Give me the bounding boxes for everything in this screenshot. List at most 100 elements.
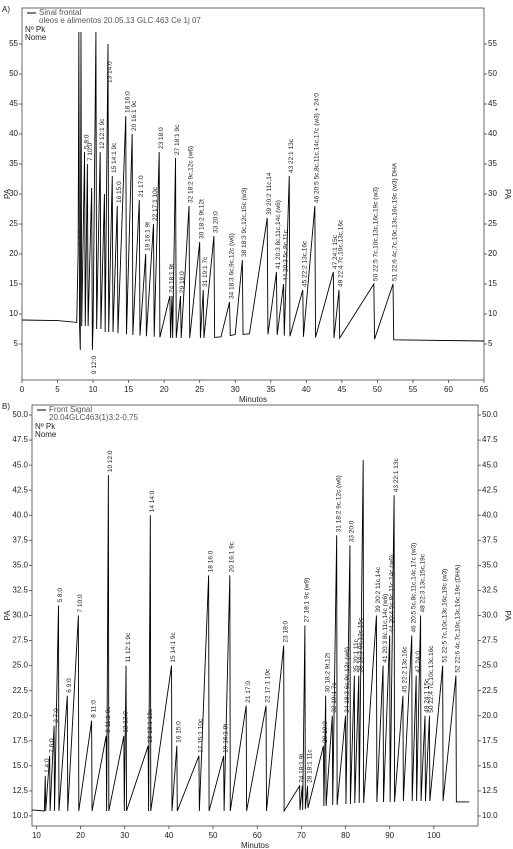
peak-label: 1 4:0	[44, 758, 51, 773]
y-tick-label: 20.0	[12, 711, 28, 720]
peak-label: 48 22:3 13c,15c,19c	[419, 553, 426, 612]
header-line: Nº Pk	[35, 422, 56, 431]
y-axis-label-right: PA	[503, 189, 512, 200]
x-tick-label: 55	[408, 385, 417, 394]
peak-label: 41 20:3 8c,11c,14c (w6)	[275, 200, 282, 269]
y-axis-label-right: PA	[503, 610, 512, 621]
y-tick-label-right: 5	[488, 339, 493, 348]
x-tick-label: 40	[164, 831, 173, 840]
peak-label: 52 22:6 4c,7c,10c,13c,16c,19c (DHA)	[455, 565, 462, 673]
y-tick-label: 37.5	[12, 535, 28, 544]
y-tick-label: 47.5	[12, 435, 28, 444]
peak-label: 7 10:0	[77, 594, 84, 612]
peak-label: 30 18:2 9t,12t	[198, 199, 205, 239]
x-tick-label: 35	[266, 385, 275, 394]
x-tick-label: 90	[385, 831, 394, 840]
header-line: Nº Pk	[25, 25, 46, 34]
peak-label: 22 17:1 10c	[152, 186, 159, 221]
peak-label: 21 17:0	[138, 175, 145, 197]
x-tick-label: 20	[160, 385, 169, 394]
peak-label: 47 24:0	[415, 651, 422, 673]
x-tick-label: 50	[209, 831, 218, 840]
peak-label: 35 20:1 11c	[353, 638, 360, 672]
y-tick-label-right: 45.0	[482, 460, 498, 469]
peak-label: 32 19:1 7c	[331, 682, 338, 713]
peak-label: 27 18:1 9c (w9)	[304, 578, 311, 623]
y-tick-label-right: 45	[488, 99, 497, 108]
peak-label: 14 14:0	[149, 490, 156, 512]
x-tick-label: 45	[337, 385, 346, 394]
y-tick-label: 35	[9, 159, 18, 168]
y-tick-label-right: 50.0	[482, 410, 498, 419]
peak-label: 5 8:0	[57, 588, 64, 603]
y-tick-label: 50.0	[12, 410, 28, 419]
y-axis-label: PA	[3, 188, 12, 199]
peak-label: 34 18:3 6c,9c,12c (w6)	[228, 233, 235, 299]
y-tick-label-right: 40	[488, 129, 497, 138]
subtitle: 20.04GLC463(1)3.2-0,75	[49, 413, 139, 422]
peak-label: 46 20:5 5c,8c,11c,14c,17c (w3) + 24:0	[314, 93, 321, 203]
peak-label: 32 18:2 9c,12c (w6)	[188, 146, 195, 203]
peak-label: 19 16:1 9t	[222, 724, 229, 753]
peak-label: 31 18:2 9c,12c (w6)	[335, 475, 342, 532]
peak-label: 15 14:1 9c	[111, 142, 118, 173]
peak-label: 11 12:1 9c	[125, 632, 132, 663]
x-tick-label: 10	[32, 831, 41, 840]
peak-label: 13 13:1 12c	[147, 708, 154, 743]
peak-label: 12 12:1 9c	[99, 118, 106, 149]
peak-label: 29 19:0	[179, 271, 186, 293]
y-tick-label-right: 15.0	[482, 761, 498, 770]
y-axis-label: PA	[3, 610, 12, 621]
x-tick-label: 30	[120, 831, 129, 840]
trace-group	[22, 31, 484, 351]
peak-label: 49 24:1 15c	[424, 678, 431, 713]
legend-label: Sinal frontal	[39, 8, 81, 17]
peak-label: 49 22:4 7c,10c,13c,16c	[338, 219, 345, 287]
y-tick-label: 15	[9, 279, 18, 288]
peak-label: 43 22:1 13c	[288, 138, 295, 173]
peak-label: 38 18:3 9c,12c,15c	[357, 617, 364, 673]
peak-label: 30 18:2 9t,12t	[324, 653, 331, 693]
y-tick-label-right: 55	[488, 39, 497, 48]
peak-label: 34 18:3 6c,9c,12c (w6)	[344, 647, 351, 713]
y-tick-label: 20	[9, 249, 18, 258]
peak-label: 39 20:2 11c,14	[266, 172, 273, 215]
y-tick-label-right: 12.5	[482, 786, 498, 795]
y-tick-label: 30.0	[12, 611, 28, 620]
y-tick-label: 45	[9, 99, 18, 108]
header-line: Nome	[25, 33, 47, 42]
peak-label: 3 7:0	[53, 708, 60, 723]
peak-label: 51 22:6 4c,7c,10c,13c,16c,19c (w3) DHA	[392, 162, 399, 281]
peak-label: 45 22:2 13c,16c	[402, 646, 409, 693]
peak-label: 10 12:0	[107, 450, 114, 472]
y-tick-label: 45.0	[12, 460, 28, 469]
peak-label: 23 18:0	[158, 127, 165, 149]
y-tick-label-right: 37.5	[482, 535, 498, 544]
peak-label: 22 17:1 10c	[265, 668, 272, 703]
panel-label: A)	[2, 5, 10, 14]
peak-label: 33 20:0	[349, 520, 356, 542]
x-tick-label: 40	[302, 385, 311, 394]
x-tick-label: 50	[373, 385, 382, 394]
y-tick-label: 27.5	[12, 636, 28, 645]
peak-label: 16 15:0	[176, 721, 183, 743]
peak-label: 44 20:4 5c,8c,11c,14c (w6)	[388, 555, 395, 633]
y-tick-label: 32.5	[12, 586, 28, 595]
peak-label: 24 18:1 9t	[169, 264, 176, 293]
peak-label: 12 13:0	[123, 711, 130, 733]
y-tick-label-right: 35.0	[482, 560, 498, 569]
y-tick-label-right: 32.5	[482, 586, 498, 595]
peak-label: 28 18:1 11c	[306, 749, 313, 783]
x-tick-label: 70	[297, 831, 306, 840]
peak-label: 46 20:5 5c,8c,11c,14c,17c (w3)	[410, 543, 417, 633]
peak-label: 38 18:3 9c,12c,15c (w3)	[241, 188, 248, 257]
x-axis-label: Minutos	[239, 395, 267, 404]
x-axis-label: Minutos	[241, 841, 269, 849]
peak-label: 23 18:0	[282, 620, 289, 642]
y-tick-label-right: 22.5	[482, 686, 498, 695]
y-tick-label: 17.5	[12, 736, 28, 745]
y-tick-label-right: 25	[488, 219, 497, 228]
y-tick-label: 25.0	[12, 661, 28, 670]
y-tick-label: 10	[9, 309, 18, 318]
peak-label: 45 22:2 13c,16c	[301, 240, 308, 287]
